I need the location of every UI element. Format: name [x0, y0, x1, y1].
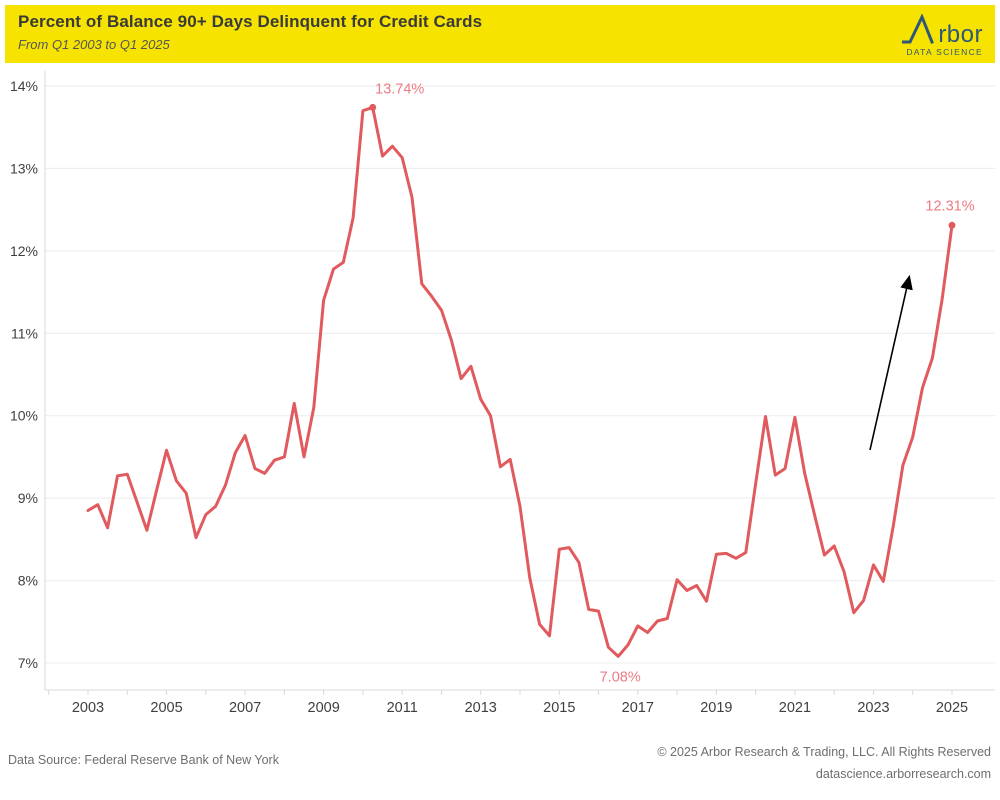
- annotation-13.74%: 13.74%: [375, 81, 424, 97]
- banner-titles: Percent of Balance 90+ Days Delinquent f…: [18, 12, 482, 52]
- page-subtitle: From Q1 2003 to Q1 2025: [18, 37, 170, 52]
- x-axis-label-2005: 2005: [150, 700, 182, 716]
- arbor-logo-mark-icon: [902, 14, 935, 44]
- y-axis-label-9: 9%: [18, 490, 38, 506]
- y-axis-label-12: 12%: [10, 243, 38, 259]
- arbor-wordmark: rbor: [876, 14, 983, 48]
- x-axis-label-2013: 2013: [465, 700, 497, 716]
- x-axis-label-2025: 2025: [936, 700, 968, 716]
- upward-trend-arrow: [869, 274, 913, 451]
- copyright-text: © 2025 Arbor Research & Trading, LLC. Al…: [657, 745, 991, 759]
- data-point-marker-2025-Q1: [948, 221, 956, 229]
- x-axis-label-2017: 2017: [622, 700, 654, 716]
- x-axis-label-2007: 2007: [229, 700, 261, 716]
- y-axis-label-11: 11%: [11, 325, 38, 341]
- website-text: datascience.arborresearch.com: [815, 767, 991, 781]
- delinquency-rate-line: [86, 105, 954, 658]
- annotation-12.31%: 12.31%: [925, 198, 974, 214]
- x-axis-label-2003: 2003: [72, 700, 104, 716]
- x-axis-label-2015: 2015: [543, 700, 575, 716]
- y-axis-label-14: 14%: [10, 78, 38, 94]
- data-point-marker-2010-Q2: [369, 103, 377, 111]
- annotation-7.08%: 7.08%: [600, 669, 641, 685]
- x-axis-label-2021: 2021: [779, 700, 811, 716]
- y-axis-label-10: 10%: [10, 408, 38, 424]
- y-axis-label-13: 13%: [10, 160, 38, 176]
- x-axis-label-2023: 2023: [857, 700, 889, 716]
- data-source-note: Data Source: Federal Reserve Bank of New…: [8, 753, 279, 767]
- y-axis-label-8: 8%: [18, 573, 38, 589]
- footer-attribution: © 2025 Arbor Research & Trading, LLC. Al…: [657, 741, 991, 785]
- arbor-logo: rbor DATA SCIENCE: [876, 14, 983, 57]
- x-axis-label-2019: 2019: [700, 700, 732, 716]
- page-title: Percent of Balance 90+ Days Delinquent f…: [18, 12, 483, 31]
- y-axis-label-7: 7%: [18, 655, 38, 671]
- x-axis-label-2011: 2011: [387, 700, 418, 716]
- x-axis-label-2009: 2009: [308, 700, 340, 716]
- arbor-wordmark-text: rbor: [938, 21, 983, 48]
- header-banner: Percent of Balance 90+ Days Delinquent f…: [5, 5, 995, 63]
- arbor-logo-tagline: DATA SCIENCE: [906, 47, 983, 57]
